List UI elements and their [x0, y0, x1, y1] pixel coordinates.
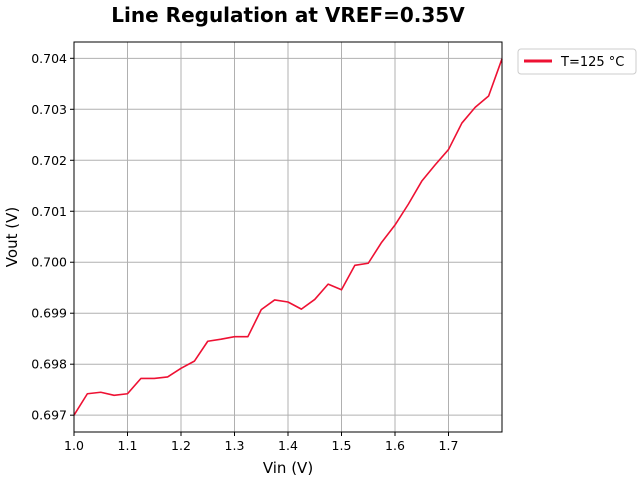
x-axis: 1.0 1.1 1.2 1.3 1.4 1.5 1.6 1.7 [64, 432, 458, 453]
y-axis: 0.697 0.698 0.699 0.700 0.701 0.702 0.703 0.704 [31, 51, 74, 423]
grid-lines [73, 42, 502, 432]
y-tick-label: 0.700 [31, 255, 67, 270]
legend: T=125 °C [517, 48, 637, 75]
x-tick-label: 1.5 [332, 438, 352, 453]
y-tick-label: 0.704 [31, 51, 67, 66]
x-tick-label: 1.3 [225, 438, 245, 453]
x-tick-label: 1.6 [385, 438, 405, 453]
x-axis-label: Vin (V) [263, 459, 313, 477]
y-axis-label: Vout (V) [3, 207, 21, 267]
y-tick-label: 0.699 [31, 306, 67, 321]
y-tick-label: 0.697 [31, 408, 67, 423]
chart-title: Line Regulation at VREF=0.35V [111, 3, 465, 27]
y-tick-label: 0.703 [31, 102, 67, 117]
x-tick-label: 1.7 [439, 438, 459, 453]
series-layer [73, 58, 503, 416]
y-tick-label: 0.701 [31, 204, 67, 219]
y-tick-label: 0.702 [31, 153, 67, 168]
x-tick-label: 1.2 [171, 438, 191, 453]
legend-label: T=125 °C [560, 55, 624, 70]
series-line [73, 58, 503, 416]
legend-box [517, 48, 637, 75]
x-tick-label: 1.1 [118, 438, 138, 453]
x-tick-label: 1.0 [64, 438, 84, 453]
x-tick-label: 1.4 [278, 438, 298, 453]
y-tick-label: 0.698 [31, 357, 67, 372]
